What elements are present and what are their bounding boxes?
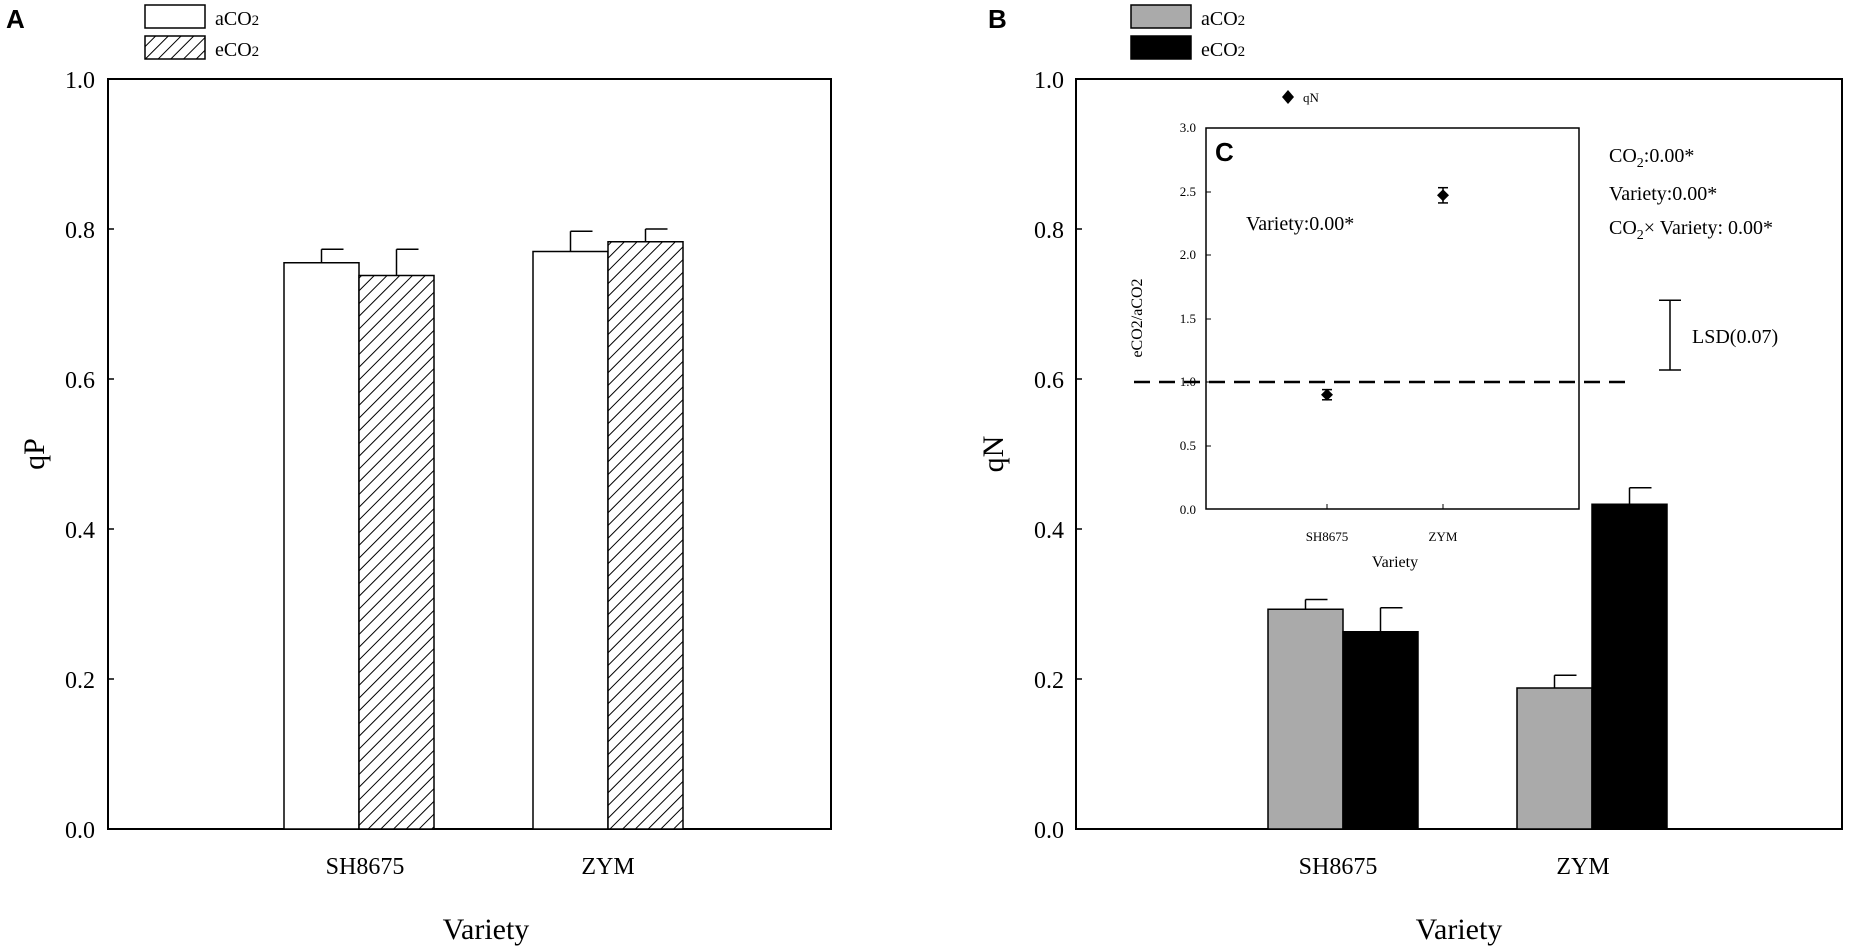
inset-c-frame <box>1205 127 1580 510</box>
panel-b-letter: B <box>988 4 1007 34</box>
inset-c-x-label: Variety <box>1372 554 1418 571</box>
plot-a-y-tick-marks <box>108 228 114 680</box>
inset-c-plot <box>1134 186 1631 509</box>
plot-a-y-label: qP <box>18 438 51 470</box>
bar-aco2-zym <box>532 250 609 830</box>
bar-eco2-sh8675 <box>1342 631 1419 830</box>
plot-b-y-tick-marks <box>1076 228 1082 680</box>
y-tick: 3.0 <box>1180 120 1196 135</box>
panel-c-letter: C <box>1215 137 1234 167</box>
plot-b-frame <box>1075 78 1843 830</box>
legend-a-swatch-eco2 <box>144 35 206 60</box>
inset-c-y-ticks: 0.0 0.5 1.0 1.5 2.0 2.5 3.0 <box>1180 120 1196 517</box>
y-tick: 0.4 <box>65 518 95 544</box>
y-tick: 0.8 <box>1034 218 1064 244</box>
y-tick: 2.0 <box>1180 247 1196 262</box>
plot-b-x-label: Variety <box>1416 913 1503 946</box>
plot-b-y-label: qN <box>977 436 1010 473</box>
legend-b-label-eco2: eCO2 <box>1201 39 1245 61</box>
x-tick-label: SH8675 <box>1299 854 1378 880</box>
point-zym <box>1437 189 1449 202</box>
y-tick: 0.5 <box>1180 438 1196 453</box>
x-tick-label: SH8675 <box>326 854 405 880</box>
bar-aco2-sh8675 <box>1267 608 1344 830</box>
y-tick: 0.6 <box>65 368 95 394</box>
legend-b-swatch-eco2 <box>1130 35 1192 60</box>
y-tick: 1.0 <box>65 68 95 94</box>
legend-a-label-eco2: eCO2 <box>215 39 259 61</box>
inset-c-annotation: Variety:0.00* <box>1246 213 1354 235</box>
panel-a-letter: A <box>6 4 25 34</box>
legend-a-label-aco2: aCO2 <box>215 8 259 30</box>
plot-a-frame <box>107 78 832 830</box>
plot-a-bars <box>283 228 684 830</box>
lsd-label: LSD(0.07) <box>1692 326 1778 348</box>
x-tick-label: SH8675 <box>1306 529 1349 544</box>
panel-c-inset: C qN 0.0 0.5 1.0 1.5 2.0 2.5 3.0 eCO2/aC… <box>1129 90 1631 571</box>
y-tick: 0.2 <box>1034 668 1064 694</box>
plot-a-x-label: Variety <box>443 913 530 946</box>
stat-interaction: CO2× Variety: 0.00* <box>1609 217 1773 243</box>
y-tick: 0.0 <box>1034 818 1064 844</box>
bar-eco2-zym <box>1591 503 1668 830</box>
stat-variety: Variety:0.00* <box>1609 183 1717 205</box>
legend-b-swatch-aco2 <box>1130 4 1192 29</box>
legend-a-swatch-aco2 <box>144 4 206 29</box>
x-tick-label: ZYM <box>1429 529 1458 544</box>
y-tick: 0.2 <box>65 668 95 694</box>
y-tick: 0.6 <box>1034 368 1064 394</box>
inset-c-y-label: eCO2/aCO2 <box>1129 278 1146 357</box>
inset-c-legend-label: qN <box>1303 90 1320 105</box>
y-tick: 0.4 <box>1034 518 1064 544</box>
lsd-bar <box>1659 299 1681 371</box>
y-tick: 1.0 <box>1034 68 1064 94</box>
inset-c-legend-marker <box>1282 90 1294 104</box>
point-sh8675 <box>1321 388 1333 401</box>
plot-b-bars <box>1267 487 1668 830</box>
y-tick: 0.8 <box>65 218 95 244</box>
plot-b-y-ticks: 0.0 0.2 0.4 0.6 0.8 1.0 <box>1034 68 1064 844</box>
x-tick-label: ZYM <box>581 854 634 880</box>
y-tick: 2.5 <box>1180 184 1196 199</box>
plot-a-y-ticks: 0.0 0.2 0.4 0.6 0.8 1.0 <box>65 68 95 844</box>
y-tick: 1.5 <box>1180 311 1196 326</box>
bar-eco2-sh8675 <box>358 274 435 830</box>
bar-aco2-zym <box>1516 687 1593 830</box>
bar-aco2-sh8675 <box>283 262 360 830</box>
panel-b: B aCO2 eCO2 0.0 0.2 0.4 0.6 0.8 1.0 qN S… <box>977 4 1843 946</box>
legend-b-label-aco2: aCO2 <box>1201 8 1245 30</box>
bar-eco2-zym <box>607 241 684 830</box>
y-tick: 0.0 <box>1180 502 1196 517</box>
y-tick: 0.0 <box>65 818 95 844</box>
stat-co2: CO2:0.00* <box>1609 145 1694 171</box>
panel-a: A aCO2 eCO2 0.0 0.2 0.4 0.6 0.8 1.0 qP S… <box>6 4 832 946</box>
x-tick-label: ZYM <box>1556 854 1609 880</box>
